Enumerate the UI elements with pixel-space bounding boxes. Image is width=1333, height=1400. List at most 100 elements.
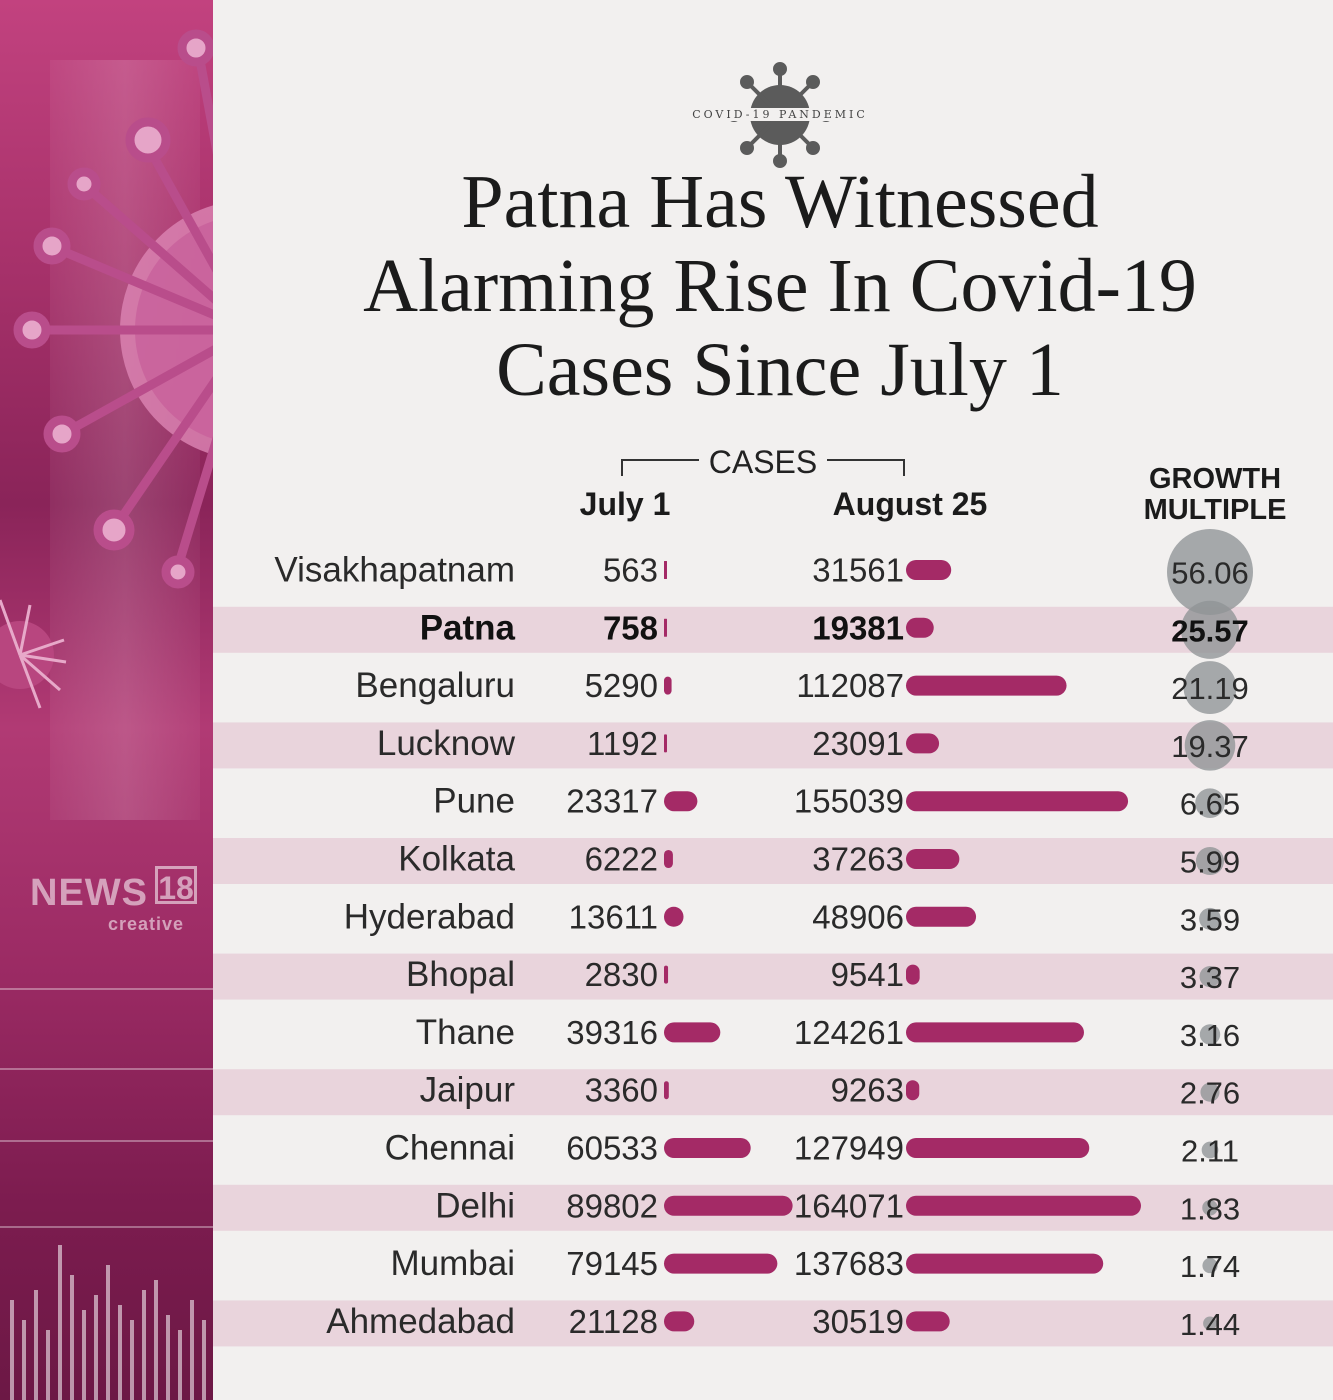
aug25-bar xyxy=(906,906,977,927)
row-band xyxy=(213,838,1333,884)
title-line-3: Cases Since July 1 xyxy=(496,328,1064,412)
july1-value-label: 89802 xyxy=(566,1187,658,1224)
title-line-2: Alarming Rise In Covid-19 xyxy=(363,244,1197,328)
july1-bar xyxy=(664,734,667,753)
aug25-value-label: 112087 xyxy=(796,667,904,704)
july1-bar xyxy=(664,1138,751,1158)
july1-bar xyxy=(664,850,673,868)
table-row: Ahmedabad 21128 30519 1.44 xyxy=(326,1302,1240,1342)
table-row: Jaipur 3360 9263 2.76 xyxy=(420,1071,1241,1111)
july1-value-label: 2830 xyxy=(585,956,658,993)
growth-circle xyxy=(1195,788,1225,819)
city-label: Patna xyxy=(420,608,516,647)
aug25-value-label: 9541 xyxy=(831,956,904,993)
column-header-july1: July 1 xyxy=(579,486,671,522)
news18-logo-sub: creative xyxy=(108,914,185,934)
aug25-value-label: 48906 xyxy=(812,898,904,935)
title-line-1: Patna Has Witnessed xyxy=(461,160,1099,244)
growth-circle xyxy=(1167,529,1253,615)
aug25-bar xyxy=(906,733,940,754)
growth-circle xyxy=(1201,1141,1219,1159)
july1-bar xyxy=(664,1195,793,1216)
growth-circle xyxy=(1202,1200,1218,1216)
growth-value-label: 19.37 xyxy=(1171,729,1249,764)
aug25-bar xyxy=(906,1253,1104,1274)
row-band xyxy=(213,606,1333,653)
aug25-value-label: 30519 xyxy=(812,1303,904,1340)
july1-bar xyxy=(664,1022,721,1043)
july1-bar xyxy=(664,906,684,927)
growth-value-label: 2.76 xyxy=(1180,1076,1240,1111)
july1-bar xyxy=(664,965,669,984)
aug25-bar xyxy=(906,675,1067,696)
aug25-bar xyxy=(906,1080,920,1101)
growth-value-label: 2.11 xyxy=(1181,1134,1239,1169)
growth-value-label: 3.59 xyxy=(1180,902,1240,937)
july1-value-label: 13611 xyxy=(569,898,658,935)
july1-value-label: 79145 xyxy=(566,1245,658,1282)
aug25-value-label: 155039 xyxy=(794,783,904,820)
growth-circle xyxy=(1202,1258,1218,1274)
aug25-bar xyxy=(906,1195,1141,1216)
table-row: Kolkata 6222 37263 5.99 xyxy=(398,840,1240,880)
table-row: Patna 758 19381 25.57 xyxy=(420,600,1249,659)
aug25-value-label: 137683 xyxy=(794,1245,904,1282)
table-row: Chennai 60533 127949 2.11 xyxy=(385,1129,1239,1169)
column-header-aug25: August 25 xyxy=(832,486,988,522)
july1-bar xyxy=(664,561,667,579)
city-label: Hyderabad xyxy=(344,897,515,936)
growth-value-label: 3.16 xyxy=(1180,1018,1240,1053)
table-row: Thane 39316 124261 3.16 xyxy=(416,1013,1240,1053)
growth-circle xyxy=(1199,966,1221,988)
aug25-bar xyxy=(906,964,920,985)
aug25-bar xyxy=(906,1022,1084,1043)
growth-value-label: 5.99 xyxy=(1180,845,1240,880)
growth-circle xyxy=(1180,600,1240,659)
city-label: Mumbai xyxy=(391,1244,515,1283)
growth-value-label: 1.74 xyxy=(1180,1249,1240,1284)
aug25-bar xyxy=(906,560,952,580)
aug25-bar xyxy=(906,1311,950,1332)
city-label: Bengaluru xyxy=(355,666,515,705)
aug25-value-label: 124261 xyxy=(794,1014,904,1051)
table-row: Hyderabad 13611 48906 3.59 xyxy=(344,897,1240,937)
table-row: Mumbai 79145 137683 1.74 xyxy=(391,1244,1241,1284)
growth-circle xyxy=(1199,1024,1221,1045)
city-label: Delhi xyxy=(435,1186,515,1225)
july1-value-label: 5290 xyxy=(585,667,658,704)
july1-value-label: 39316 xyxy=(566,1014,658,1051)
growth-circle xyxy=(1199,907,1221,930)
aug25-value-label: 31561 xyxy=(812,552,904,589)
growth-circle xyxy=(1183,661,1237,715)
table-row: Delhi 89802 164071 1.83 xyxy=(435,1186,1240,1226)
growth-circle xyxy=(1195,846,1225,876)
city-label: Lucknow xyxy=(377,724,516,763)
growth-value-label: 56.06 xyxy=(1171,556,1249,591)
july1-value-label: 60533 xyxy=(566,1130,658,1167)
column-header-growth: GROWTH MULTIPLE xyxy=(1143,463,1287,526)
row-band xyxy=(213,1300,1333,1347)
table-row: Bhopal 2830 9541 3.37 xyxy=(406,955,1240,995)
july1-bar xyxy=(664,1311,695,1332)
row-band xyxy=(213,953,1333,1000)
july1-bar xyxy=(664,791,698,812)
july1-value-label: 21128 xyxy=(569,1303,658,1340)
city-label: Ahmedabad xyxy=(326,1302,515,1341)
row-band xyxy=(213,722,1333,769)
virus-illustration xyxy=(0,29,213,1400)
left-decorative-panel: NEWS 18 creative xyxy=(0,0,213,1400)
july1-value-label: 23317 xyxy=(566,783,658,820)
aug25-value-label: 9263 xyxy=(831,1072,904,1109)
city-label: Bhopal xyxy=(406,955,515,994)
july1-value-label: 563 xyxy=(603,552,658,589)
july1-value-label: 1192 xyxy=(587,725,658,762)
aug25-value-label: 23091 xyxy=(812,725,904,762)
growth-value-label: 1.44 xyxy=(1180,1307,1240,1342)
chart-title: Patna Has Witnessed Alarming Rise In Cov… xyxy=(330,160,1230,412)
growth-circle xyxy=(1184,720,1236,771)
city-label: Visakhapatnam xyxy=(274,551,515,590)
growth-circle xyxy=(1203,1316,1217,1331)
small-virus-icon xyxy=(0,599,67,709)
growth-value-label: 1.83 xyxy=(1180,1191,1240,1226)
